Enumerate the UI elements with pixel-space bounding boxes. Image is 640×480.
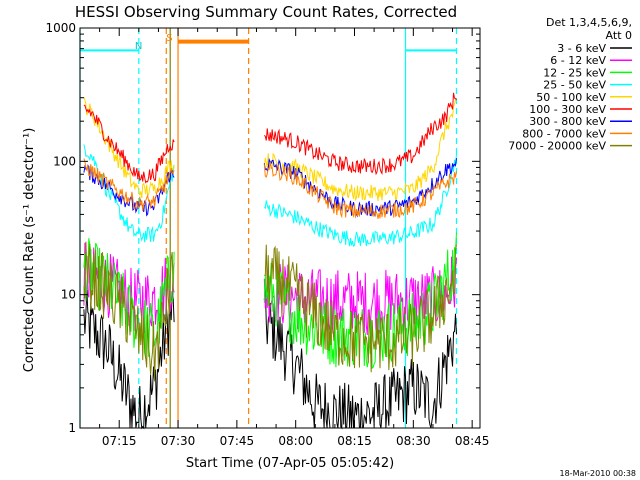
x-tick-label-0: 07:15: [102, 434, 137, 448]
annotation-s: S: [166, 33, 172, 44]
y-axis-label: Corrected Count Rate (s⁻¹ detector⁻¹): [22, 128, 37, 373]
legend-label-7: 800 - 7000 keV: [522, 127, 606, 140]
chart-title: HESSI Observing Summary Count Rates, Cor…: [75, 3, 457, 21]
series-line-7-0: [83, 158, 175, 212]
y-tick-label-3: 1000: [45, 21, 76, 35]
x-axis-label: Start Time (07-Apr-05 05:05:42): [186, 456, 394, 471]
series-50-100-kev: [83, 96, 457, 203]
x-tick-label-4: 08:15: [337, 434, 372, 448]
x-tick-label-2: 07:45: [220, 434, 255, 448]
legend-label-0: 3 - 6 keV: [557, 42, 606, 55]
legend-header-line-2: Att 0: [606, 29, 632, 42]
series-line-8-1: [264, 244, 457, 373]
plot-frame: [79, 27, 481, 429]
footer-timestamp: 18-Mar-2010 00:38: [560, 469, 637, 478]
series-line-5-0: [83, 104, 175, 184]
legend-label-5: 100 - 300 keV: [529, 103, 606, 116]
series-100-300-kev: [83, 92, 457, 184]
series-line-7-1: [263, 162, 457, 219]
series-line-4-0: [83, 96, 175, 199]
series-7000-20000-kev: [83, 241, 457, 382]
legend-label-2: 12 - 25 keV: [543, 66, 606, 79]
legend-label-6: 300 - 800 keV: [529, 115, 606, 128]
series-line-4-1: [263, 99, 457, 203]
legend-header-line-1: Det 1,3,4,5,6,9,: [546, 16, 632, 29]
legend-label-8: 7000 - 20000 keV: [508, 140, 606, 153]
series-line-5-1: [263, 92, 457, 176]
annotation-n: N: [135, 41, 142, 52]
x-tick-label-5: 08:30: [396, 434, 431, 448]
legend-label-3: 25 - 50 keV: [543, 79, 606, 92]
series-line-8-0: [83, 241, 175, 382]
y-tick-label-2: 100: [53, 154, 76, 168]
series-line-0-0: [83, 290, 175, 430]
x-tick-label-6: 08:45: [455, 434, 490, 448]
x-tick-label-3: 08:00: [278, 434, 313, 448]
legend-label-4: 50 - 100 keV: [536, 91, 606, 104]
series-line-1-1: [263, 256, 457, 336]
y-tick-label-0: 1: [68, 421, 76, 435]
y-tick-label-1: 10: [61, 288, 76, 302]
x-tick-label-1: 07:30: [161, 434, 196, 448]
legend-label-1: 6 - 12 keV: [550, 54, 606, 67]
series-800-7000-kev: [83, 158, 457, 219]
series-line-3-1: [263, 153, 457, 247]
series-12-25-kev: [83, 232, 457, 370]
